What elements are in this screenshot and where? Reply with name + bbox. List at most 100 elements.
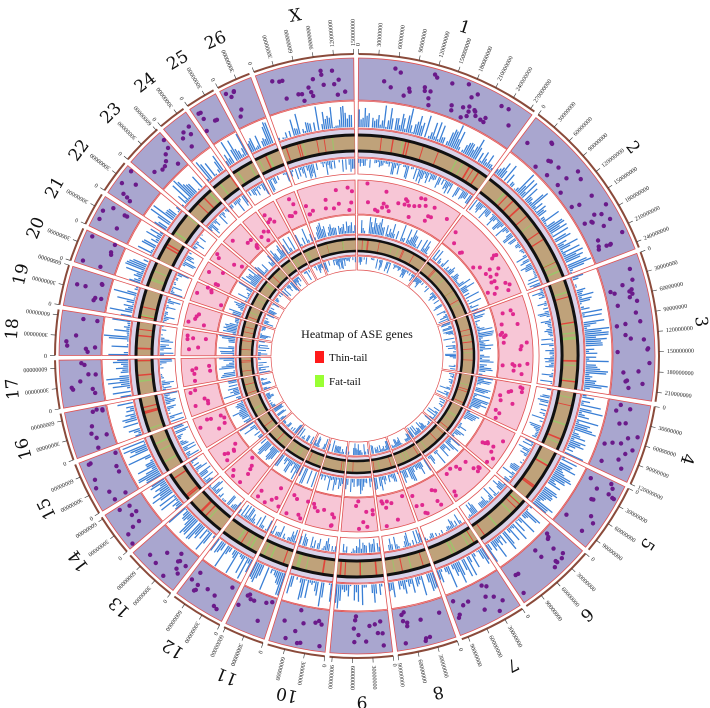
histogram-bar: [127, 306, 134, 310]
histogram-bar: [143, 239, 157, 247]
histogram-bar: [415, 246, 417, 249]
histogram-bar: [578, 413, 585, 417]
heatmap-cell: [296, 446, 302, 456]
histogram-bar: [433, 451, 437, 455]
histogram-bar: [477, 330, 494, 335]
tick-label: 60000000: [487, 635, 503, 659]
tick-mark: [417, 651, 420, 657]
scatter-point: [626, 385, 631, 391]
tick-label: 120000000: [439, 31, 452, 59]
chromosome-label: 2: [621, 137, 643, 158]
histogram-bar: [429, 536, 432, 539]
histogram-bar: [541, 491, 553, 501]
scatter-point: [613, 408, 619, 413]
histogram-bar: [186, 452, 191, 456]
histogram-bar: [232, 409, 247, 417]
heatmap-rule: [285, 448, 305, 462]
histogram-bar: [309, 233, 313, 242]
histogram-bar: [300, 578, 306, 598]
scatter-point: [318, 68, 323, 74]
scatter-point: [608, 289, 613, 295]
histogram-bar: [335, 259, 338, 265]
histogram-bar: [479, 367, 492, 370]
histogram-bar: [475, 388, 489, 394]
histogram-bar: [261, 327, 266, 330]
histogram-bar: [258, 440, 269, 451]
histogram-bar: [163, 394, 170, 397]
histogram-bar: [378, 476, 382, 487]
scatter-point: [83, 284, 88, 289]
histogram-bar: [469, 149, 475, 158]
tick-label: 60000000: [26, 307, 51, 316]
tick-mark: [467, 636, 471, 642]
scatter-point: [380, 631, 385, 636]
scatter-point: [190, 368, 195, 373]
heatmap-cell: [448, 539, 457, 553]
histogram-bar: [412, 167, 415, 170]
heatmap-rule: [267, 411, 278, 425]
histogram-bar: [380, 160, 383, 167]
heatmap-cell: [458, 386, 469, 391]
chromosome-label: 1: [456, 16, 473, 38]
histogram-bar: [446, 183, 454, 194]
scatter-point: [186, 319, 191, 324]
scatter-point: [406, 215, 411, 220]
scatter-point: [606, 492, 611, 497]
scatter-point: [623, 332, 628, 338]
histogram-bar: [166, 306, 176, 311]
histogram-bar: [542, 414, 545, 417]
histogram-bar: [290, 281, 300, 292]
histogram-bar: [518, 246, 522, 249]
histogram-bar: [433, 295, 437, 299]
scatter-point: [236, 602, 241, 607]
scatter-point: [121, 191, 126, 197]
scatter-point: [590, 220, 595, 225]
inner-scatter-track: [357, 179, 461, 242]
histogram-bar: [160, 491, 173, 501]
heatmap-rule: [280, 259, 291, 268]
outer-scatter-track: [329, 609, 394, 655]
histogram-bar: [387, 474, 391, 483]
histogram-bar: [268, 310, 276, 315]
histogram-bar: [468, 516, 470, 519]
histogram-bar: [237, 306, 244, 310]
histogram-bar: [484, 210, 491, 217]
tick-label: 60000000: [659, 282, 684, 293]
histogram-bar: [544, 301, 547, 303]
histogram-bar: [479, 344, 494, 347]
histogram-bar: [232, 313, 241, 317]
heatmap-rule: [479, 190, 550, 283]
histogram-bar: [533, 202, 543, 211]
scatter-point: [217, 426, 222, 431]
histogram-bar: [478, 332, 494, 336]
scatter-point: [174, 566, 179, 571]
histogram-bar: [126, 266, 144, 275]
scatter-point: [388, 85, 393, 90]
histogram-bar: [423, 115, 432, 138]
tick-label: 90000000: [396, 663, 405, 688]
scatter-point: [627, 294, 633, 300]
histogram-bar: [402, 237, 406, 243]
histogram-bar: [550, 476, 565, 487]
scatter-point: [245, 240, 250, 245]
histogram-bar: [467, 555, 473, 563]
scatter-point: [301, 621, 306, 626]
histogram-bar: [298, 535, 303, 545]
histogram-bar: [211, 481, 221, 490]
scatter-point: [647, 360, 652, 366]
histogram-bar: [310, 442, 313, 445]
histogram-bar: [327, 161, 329, 166]
histogram-bar: [368, 217, 372, 234]
histogram-bar: [581, 400, 591, 404]
tick-mark: [199, 614, 203, 620]
tick-ring: [587, 487, 630, 551]
inner-histogram-track: [222, 295, 247, 318]
heatmap-cell: [559, 394, 574, 399]
histogram-bar: [185, 258, 195, 264]
scatter-point: [357, 526, 362, 531]
chromosome-label: 20: [23, 214, 50, 242]
histogram-bar: [519, 179, 535, 196]
histogram-bar: [334, 546, 337, 552]
histogram-bar: [182, 184, 195, 196]
